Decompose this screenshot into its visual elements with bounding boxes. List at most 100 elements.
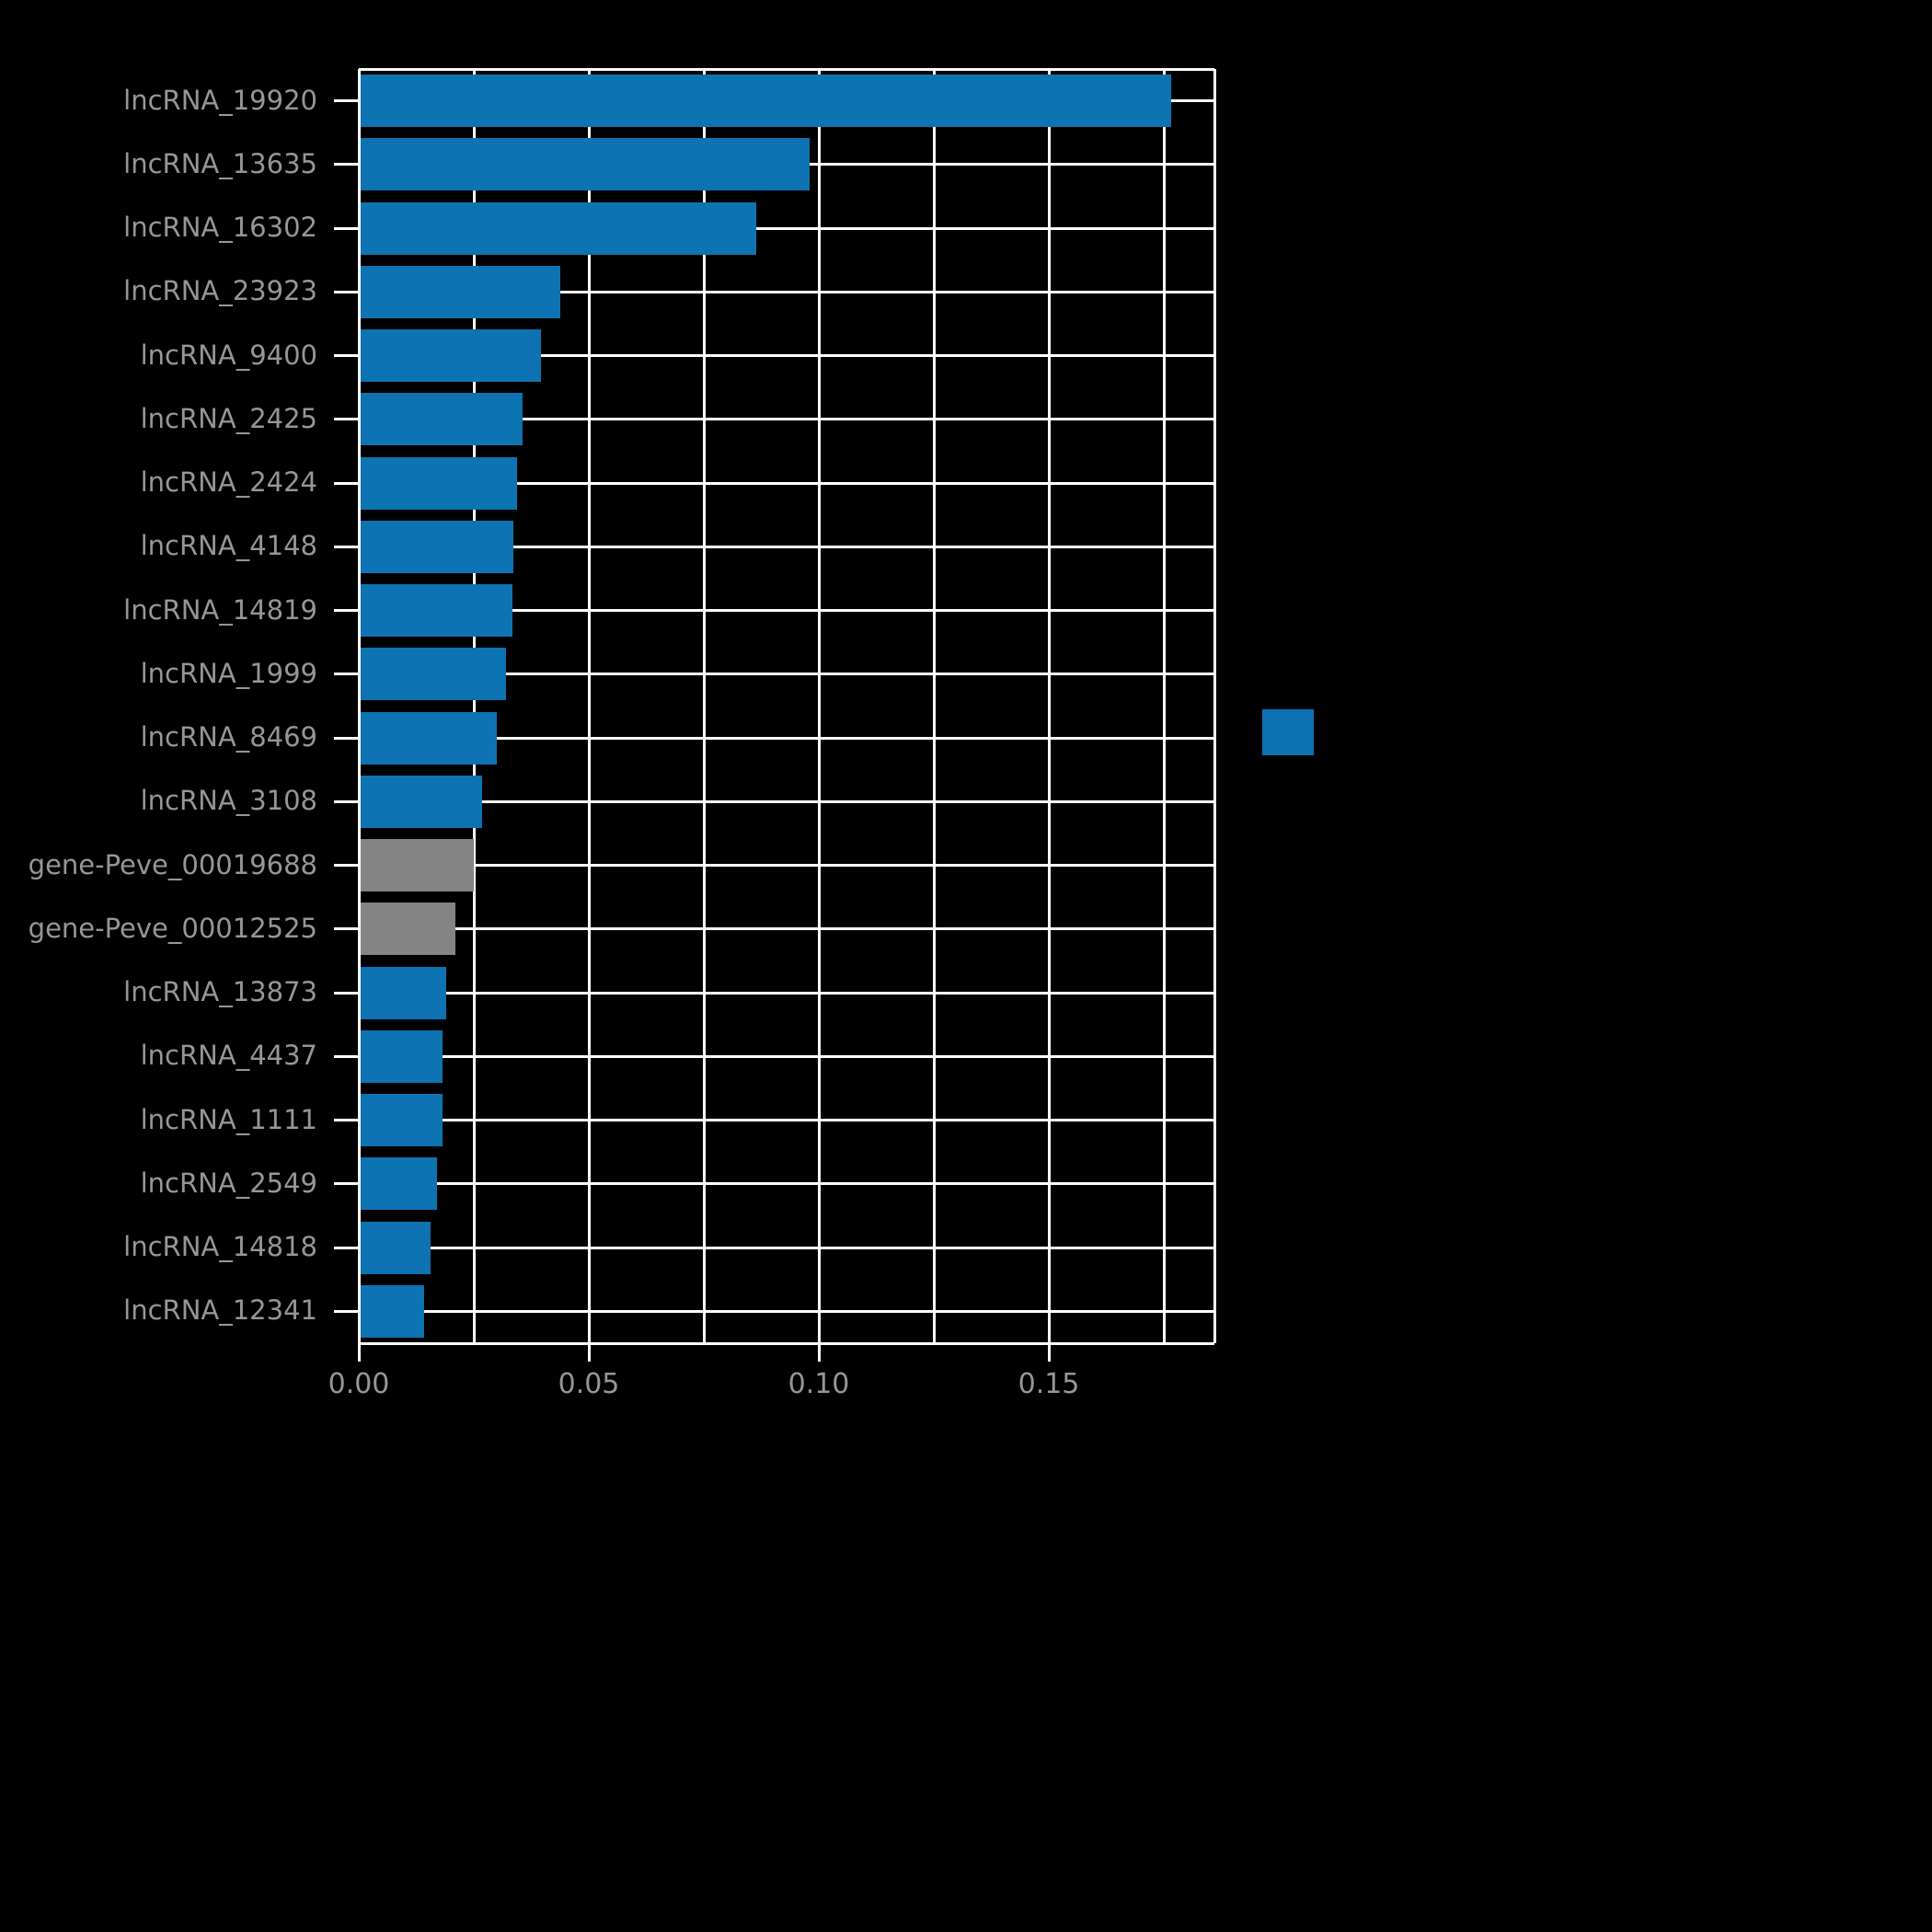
y-tick — [334, 799, 359, 803]
y-tick — [334, 1182, 359, 1186]
bar-lncRNA_3108 — [359, 775, 482, 828]
y-tick-label: lncRNA_1111 — [140, 1103, 317, 1135]
y-tick-label: lncRNA_13635 — [123, 147, 317, 179]
y-tick-label: gene-Peve_00012525 — [28, 912, 317, 944]
y-tick — [334, 673, 359, 676]
top-spine — [359, 67, 1214, 71]
y-gridline — [359, 609, 1214, 613]
y-tick — [334, 481, 359, 485]
y-gridline — [359, 545, 1214, 548]
bar-lncRNA_16302 — [359, 201, 756, 255]
left-spine — [357, 69, 361, 1343]
x-tick — [1047, 1343, 1051, 1362]
y-tick — [334, 163, 359, 167]
y-tick — [334, 991, 359, 995]
x-tick — [357, 1343, 361, 1362]
bar-lncRNA_4437 — [359, 1029, 443, 1083]
y-tick-label: lncRNA_12341 — [123, 1294, 317, 1327]
x-gridline — [587, 69, 591, 1343]
y-gridline — [359, 1182, 1214, 1186]
y-tick-label: lncRNA_2425 — [140, 402, 317, 434]
bar-gene-Peve_00019688 — [359, 839, 474, 892]
x-tick-label: 0.15 — [1018, 1368, 1080, 1400]
y-gridline — [359, 736, 1214, 740]
y-tick — [334, 226, 359, 230]
y-tick — [334, 864, 359, 868]
y-tick-label: lncRNA_14818 — [123, 1231, 317, 1263]
bar-lncRNA_4148 — [359, 520, 513, 573]
y-gridline — [359, 226, 1214, 230]
x-gridline — [1047, 69, 1051, 1343]
bar-lncRNA_14818 — [359, 1221, 431, 1274]
x-tick-label: 0.05 — [558, 1368, 620, 1400]
y-gridline — [359, 1309, 1214, 1313]
bar-gene-Peve_00012525 — [359, 903, 455, 956]
bar-lncRNA_13635 — [359, 138, 810, 191]
y-gridline — [359, 1119, 1214, 1122]
x-gridline — [472, 69, 476, 1343]
y-tick — [334, 545, 359, 548]
bar-lncRNA_12341 — [359, 1284, 424, 1338]
y-gridline — [359, 1054, 1214, 1058]
bar-lncRNA_23923 — [359, 265, 560, 318]
y-gridline — [359, 673, 1214, 676]
bar-lncRNA_8469 — [359, 711, 497, 765]
y-tick — [334, 99, 359, 103]
y-gridline — [359, 799, 1214, 803]
y-tick-label: lncRNA_13873 — [123, 976, 317, 1008]
x-tick — [587, 1343, 591, 1362]
x-gridline — [1162, 69, 1166, 1343]
y-tick-label: lncRNA_2424 — [140, 466, 317, 499]
y-gridline — [359, 991, 1214, 995]
y-tick-label: lncRNA_4437 — [140, 1040, 317, 1072]
y-tick-label: lncRNA_2549 — [140, 1167, 317, 1199]
y-gridline — [359, 1246, 1214, 1249]
x-tick — [817, 1343, 821, 1362]
y-gridline — [359, 927, 1214, 931]
bar-lncRNA_2549 — [359, 1157, 437, 1211]
y-tick — [334, 1119, 359, 1122]
bottom-spine — [359, 1341, 1214, 1345]
bar-lncRNA_13873 — [359, 966, 446, 1019]
x-gridline — [932, 69, 936, 1343]
y-tick-label: lncRNA_9400 — [140, 339, 317, 371]
y-tick-label: lncRNA_19920 — [123, 84, 317, 116]
y-tick-label: lncRNA_16302 — [123, 212, 317, 244]
x-tick-label: 0.10 — [788, 1368, 850, 1400]
x-gridline — [817, 69, 821, 1343]
bar-lncRNA_1111 — [359, 1094, 443, 1147]
y-tick — [334, 1054, 359, 1058]
x-tick-label: 0.00 — [328, 1368, 390, 1400]
bar-lncRNA_19920 — [359, 75, 1171, 128]
bar-lncRNA_14819 — [359, 584, 512, 638]
y-tick-label: lncRNA_4148 — [140, 530, 317, 562]
y-tick-label: gene-Peve_00019688 — [28, 848, 317, 880]
y-tick — [334, 1309, 359, 1313]
right-spine — [1213, 69, 1216, 1343]
x-gridline — [702, 69, 706, 1343]
y-gridline — [359, 354, 1214, 358]
y-tick-label: lncRNA_3108 — [140, 785, 317, 817]
bar-lncRNA_2424 — [359, 456, 517, 510]
y-tick — [334, 1246, 359, 1249]
bar-lncRNA_2425 — [359, 393, 523, 446]
y-gridline — [359, 418, 1214, 421]
bar-lncRNA_9400 — [359, 329, 541, 383]
y-tick — [334, 354, 359, 358]
y-tick — [334, 418, 359, 421]
bar-lncRNA_1999 — [359, 648, 506, 701]
y-tick-label: lncRNA_1999 — [140, 657, 317, 689]
y-gridline — [359, 481, 1214, 485]
legend-swatch — [1262, 709, 1314, 755]
y-tick-label: lncRNA_8469 — [140, 721, 317, 753]
y-tick — [334, 927, 359, 931]
y-gridline — [359, 290, 1214, 293]
y-gridline — [359, 864, 1214, 868]
y-tick — [334, 736, 359, 740]
y-tick-label: lncRNA_14819 — [123, 593, 317, 626]
y-tick — [334, 609, 359, 613]
y-tick-label: lncRNA_23923 — [123, 275, 317, 307]
